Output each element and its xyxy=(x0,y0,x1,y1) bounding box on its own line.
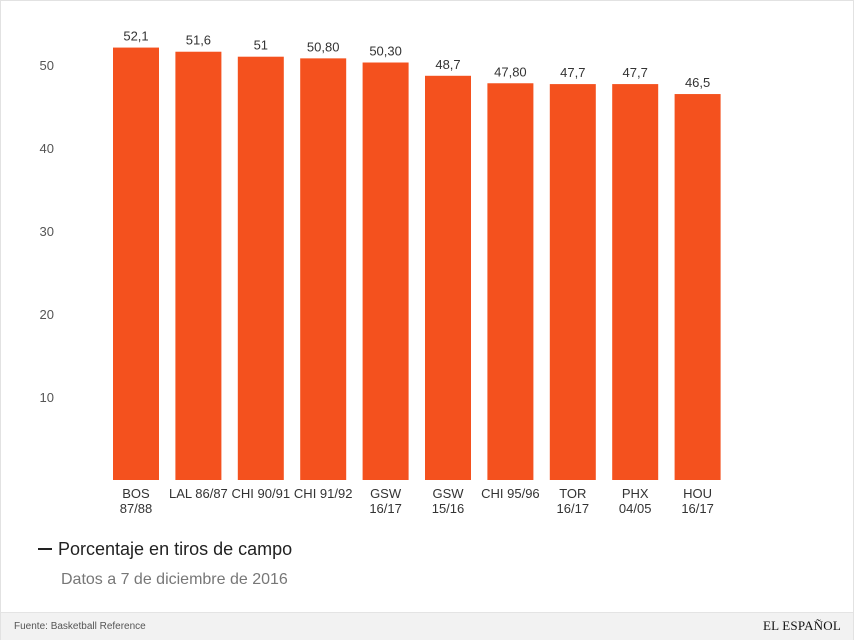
bar xyxy=(612,84,659,480)
data-label: 52,1 xyxy=(123,29,148,44)
x-tick-label-line: 16/17 xyxy=(557,501,590,516)
data-label: 47,7 xyxy=(623,65,648,80)
x-tick-label: CHI 91/92 xyxy=(294,486,353,501)
y-tick-label: 10 xyxy=(40,390,54,405)
bar xyxy=(487,83,534,480)
x-tick-label: CHI 90/91 xyxy=(232,486,291,501)
x-tick-label-line: 15/16 xyxy=(432,501,465,516)
date-note: Datos a 7 de diciembre de 2016 xyxy=(61,571,288,588)
x-tick-label-line: GSW xyxy=(370,486,402,501)
x-tick-label-line: 87/88 xyxy=(120,501,153,516)
data-label: 51,6 xyxy=(186,33,211,48)
bar xyxy=(425,75,471,480)
bar xyxy=(674,94,721,481)
y-tick-label: 50 xyxy=(40,58,54,73)
x-tick-label-line: 16/17 xyxy=(681,501,714,516)
data-label: 50,30 xyxy=(369,44,402,59)
x-tick-label-line: HOU xyxy=(683,486,712,501)
x-tick-label-line: CHI 91/92 xyxy=(294,486,353,501)
x-tick-label-line: PHX xyxy=(622,486,649,501)
data-label: 46,5 xyxy=(685,75,710,90)
bar xyxy=(300,58,347,481)
bar xyxy=(237,56,284,480)
x-tick-label-line: TOR xyxy=(559,486,586,501)
x-tick-label-line: CHI 95/96 xyxy=(481,486,540,501)
data-label: 50,80 xyxy=(307,39,340,54)
x-tick-label: GSW 15/16 xyxy=(432,486,465,516)
data-label: 47,80 xyxy=(494,64,527,79)
x-tick-label: LAL 86/87 xyxy=(169,486,228,501)
x-tick-label-line: 04/05 xyxy=(619,501,652,516)
y-tick-label: 40 xyxy=(40,141,54,156)
x-tick-label-line: BOS xyxy=(122,486,150,501)
data-label: 47,7 xyxy=(560,65,585,80)
x-tick-label-line: CHI 90/91 xyxy=(232,486,291,501)
bar xyxy=(175,51,222,480)
legend: Porcentaje en tiros de campo xyxy=(38,539,292,560)
x-tick-label-line: 16/17 xyxy=(369,501,402,516)
legend-label: Porcentaje en tiros de campo xyxy=(58,539,293,559)
data-label: 48,7 xyxy=(435,57,460,72)
footer: Fuente: Basketball Reference EL ESPAÑOL xyxy=(1,612,853,640)
bar xyxy=(362,62,409,480)
y-tick-label: 20 xyxy=(40,307,54,322)
x-tick-label: PHX 04/05 xyxy=(619,486,652,516)
x-tick-label: BOS 87/88 xyxy=(120,486,153,516)
bar xyxy=(113,47,159,480)
data-label: 51 xyxy=(254,38,268,53)
x-tick-label-line: GSW xyxy=(432,486,464,501)
bar xyxy=(549,84,596,480)
x-tick-label: TOR 16/17 xyxy=(557,486,590,516)
legend-dash-icon xyxy=(38,548,52,551)
x-tick-label: HOU 16/17 xyxy=(681,486,714,516)
x-tick-label: CHI 95/96 xyxy=(481,486,540,501)
y-tick-label: 30 xyxy=(40,224,54,239)
publisher-logo: EL ESPAÑOL xyxy=(763,618,841,633)
source-credit: Fuente: Basketball Reference xyxy=(14,621,146,632)
x-tick-label: GSW 16/17 xyxy=(369,486,402,516)
x-tick-label-line: LAL 86/87 xyxy=(169,486,228,501)
bar-chart: 10 20 30 40 50 52,1 BOS 87/88 51,6 LAL 86/87 51 CHI… xyxy=(40,29,721,516)
